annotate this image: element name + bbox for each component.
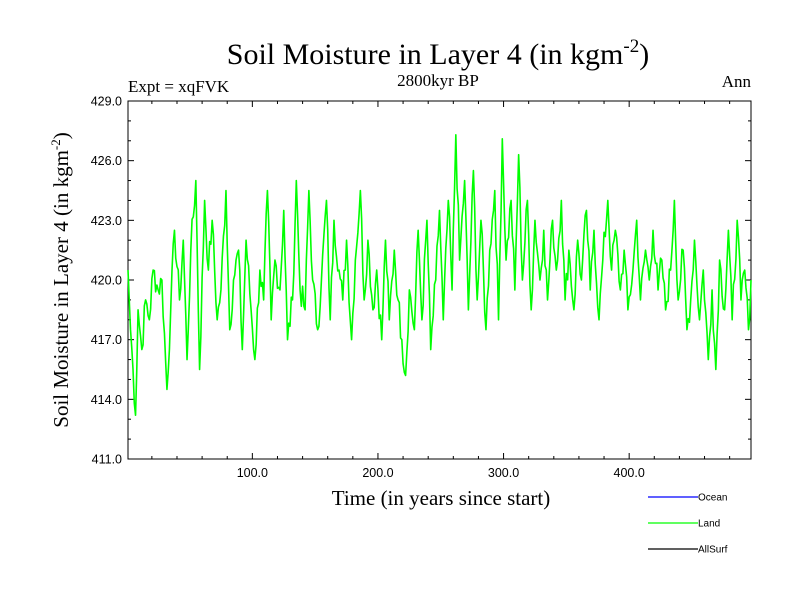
legend: Ocean Land AllSurf	[648, 493, 728, 556]
y-axis-label: Soil Moisture in Layer 4 (in kgm-2)	[48, 132, 73, 427]
x-axis-label: Time (in years since start)	[332, 486, 551, 510]
y-tick-label: 417.0	[91, 333, 122, 347]
x-tick-label: 100.0	[237, 466, 268, 480]
x-tick-label: 200.0	[362, 466, 393, 480]
legend-label-allsurf: AllSurf	[698, 545, 728, 556]
experiment-label: Expt = xqFVK	[128, 77, 230, 96]
season-label: Ann	[722, 72, 752, 91]
legend-label-ocean: Ocean	[698, 493, 727, 504]
y-tick-label: 426.0	[91, 154, 122, 168]
series-layer	[127, 134, 752, 417]
y-tick-label: 414.0	[91, 393, 122, 407]
y-tick-label: 423.0	[91, 214, 122, 228]
legend-label-land: Land	[698, 519, 720, 530]
chart-subtitle: 2800kyr BP	[397, 71, 479, 90]
y-tick-label: 429.0	[91, 95, 122, 109]
chart-title: Soil Moisture in Layer 4 (in kgm-2)	[227, 36, 649, 71]
y-tick-label: 420.0	[91, 274, 122, 288]
y-tick-label: 411.0	[92, 453, 122, 467]
x-tick-label: 400.0	[614, 466, 645, 480]
series-line-land	[127, 134, 752, 417]
x-tick-label: 300.0	[488, 466, 519, 480]
x-axis-ticks: 100.0 200.0 300.0 400.0	[151, 101, 731, 480]
